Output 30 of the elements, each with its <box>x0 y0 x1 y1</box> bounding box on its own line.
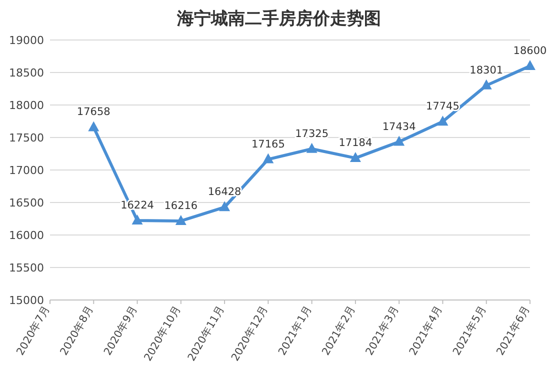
data-label: 18600 <box>513 45 547 57</box>
y-tick-label: 16000 <box>9 229 44 242</box>
point <box>219 201 230 212</box>
y-tick-label: 18000 <box>9 99 44 112</box>
data-label: 17658 <box>76 106 110 118</box>
y-tick-label: 18500 <box>9 66 44 80</box>
point <box>524 60 536 70</box>
point <box>350 152 361 162</box>
y-tick-label: 19000 <box>9 34 44 47</box>
point <box>262 153 274 164</box>
point <box>132 214 143 224</box>
data-label: 17325 <box>295 128 329 140</box>
point <box>175 214 186 225</box>
y-tick-label: 17500 <box>9 132 44 144</box>
data-label: 17184 <box>338 137 372 150</box>
point <box>88 121 100 132</box>
data-label: 16216 <box>164 200 198 212</box>
data-label: 17745 <box>426 100 460 113</box>
point <box>306 142 318 153</box>
data-label: 17165 <box>251 138 285 150</box>
data-label: 17434 <box>382 120 416 133</box>
y-tick-label: 15000 <box>9 294 44 307</box>
point <box>394 136 405 146</box>
y-tick-label: 15500 <box>9 262 44 274</box>
data-label: 18301 <box>470 64 504 76</box>
point <box>480 79 492 90</box>
chart-title: 海宁城南二手房房价走势图 <box>176 9 381 29</box>
y-tick-label: 17000 <box>9 164 44 177</box>
point <box>437 116 448 126</box>
y-tick-label: 16500 <box>9 196 44 210</box>
